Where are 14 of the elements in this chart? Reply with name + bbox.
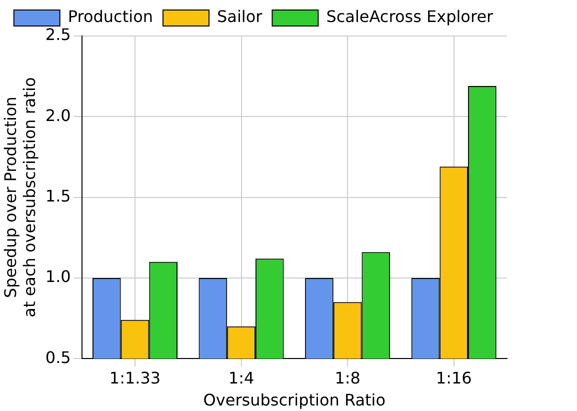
x-tick-label: 1:8 (334, 368, 360, 388)
y-tick-label: 0.5 (45, 348, 71, 367)
x-tick-label: 1:4 (228, 368, 254, 388)
y-tick-label: 1.5 (45, 186, 71, 206)
y-axis-title: Speedup over Production at each oversubscription ratio (0, 77, 39, 318)
y-tick-label: 1.0 (45, 267, 71, 286)
legend-label: ScaleAcross Explorer (326, 7, 494, 26)
x-axis-title: Oversubscription Ratio (203, 390, 386, 410)
legend-label: Sailor (217, 7, 263, 26)
x-tick-label: 1:16 (436, 368, 472, 388)
legend-label: Production (68, 7, 154, 26)
y-tick-label: 2.5 (45, 25, 71, 44)
y-tick-label: 2.0 (45, 106, 71, 125)
x-tick-label: 1:1.33 (109, 368, 161, 388)
